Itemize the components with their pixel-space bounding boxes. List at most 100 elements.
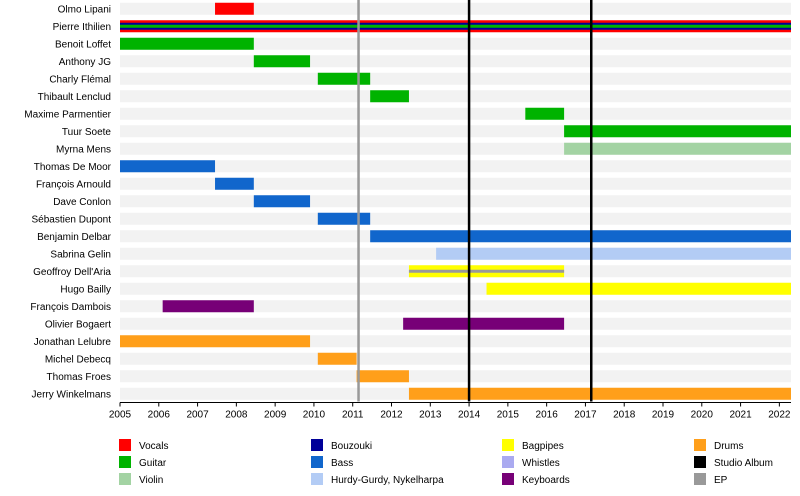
x-tick-label: 2016 [536, 410, 559, 421]
member-label: Thomas De Moor [34, 162, 112, 173]
x-tick-label: 2014 [458, 410, 481, 421]
member-label: Jonathan Lelubre [34, 337, 112, 348]
legend-swatch-studio-album [694, 456, 706, 468]
member-label: Anthony JG [59, 57, 111, 68]
legend-label: Guitar [139, 458, 167, 469]
row-background [120, 212, 791, 225]
row-background [120, 55, 791, 68]
bar-drums [356, 370, 409, 383]
x-tick-label: 2008 [225, 410, 248, 421]
legend-label: Whistles [522, 458, 560, 469]
x-tick-label: 2021 [729, 410, 752, 421]
x-tick-label: 2012 [380, 410, 403, 421]
legend-swatch-hurdy-gurdy-nykelharpa [311, 473, 323, 485]
bar-keyboards [403, 317, 565, 330]
bar-bass [215, 177, 254, 190]
x-tick-label: 2022 [768, 410, 791, 421]
member-label: Hugo Bailly [60, 284, 111, 295]
row-background [120, 107, 791, 120]
x-tick-label: 2020 [691, 410, 714, 421]
legend-label: Keyboards [522, 475, 570, 486]
bar-keyboards [162, 300, 254, 313]
bar-drums [317, 352, 357, 365]
legend-label: Hurdy-Gurdy, Nykelharpa [331, 475, 444, 486]
member-label: Dave Conlon [53, 197, 111, 208]
legend-label: Bass [331, 458, 353, 469]
legend-label: Bouzouki [331, 441, 372, 452]
row-background [120, 37, 791, 50]
member-label: Thomas Froes [47, 372, 111, 383]
bar-hurdy-gurdy-nykelharpa [436, 247, 791, 260]
member-label: Benjamin Delbar [37, 232, 112, 243]
x-tick-label: 2011 [342, 410, 364, 421]
legend-swatch-violin [119, 473, 131, 485]
member-label: Geoffroy Dell'Aria [33, 267, 111, 278]
bar-bass [120, 160, 216, 173]
legend-swatch-drums [694, 439, 706, 451]
x-tick-label: 2019 [652, 410, 675, 421]
x-tick-label: 2010 [303, 410, 326, 421]
member-label: Sébastien Dupont [31, 214, 111, 225]
row-background [120, 195, 791, 208]
member-label: François Dambois [30, 302, 111, 313]
legend-label: Studio Album [714, 458, 773, 469]
bar-vocals [215, 2, 254, 15]
legend-label: Drums [714, 441, 743, 452]
bar-bagpipes [486, 282, 791, 295]
legend: Vocals Guitar Violin Bouzouki Bass Hurdy-Gurd… [119, 439, 773, 486]
x-tick-label: 2006 [148, 410, 171, 421]
member-label: Thibault Lenclud [38, 92, 111, 103]
x-tick-label: 2013 [419, 410, 442, 421]
legend-swatch-vocals [119, 439, 131, 451]
row-background [120, 2, 791, 15]
legend-swatch-ep [694, 473, 706, 485]
timeline-rows: Olmo Lipani Pierre Ithilien Benoit Loffet A… [24, 2, 791, 400]
x-tick-label: 2005 [109, 410, 132, 421]
x-tick-label: 2018 [613, 410, 636, 421]
bar-guitar [564, 125, 791, 138]
member-label: François Arnould [36, 179, 111, 190]
legend-label: Bagpipes [522, 441, 564, 452]
member-label: Michel Debecq [45, 354, 111, 365]
row-background [120, 160, 791, 173]
member-label: Jerry Winkelmans [32, 389, 111, 400]
member-label: Olivier Bogaert [45, 319, 111, 330]
member-label: Pierre Ithilien [53, 22, 111, 33]
bar-guitar [120, 24, 791, 28]
member-label: Maxime Parmentier [24, 109, 111, 120]
x-tick-label: 2007 [186, 410, 209, 421]
row-background [120, 90, 791, 103]
member-label: Charly Flémal [49, 74, 111, 85]
x-axis: 2005 2006 2007 2008 2009 2010 2011 2012 2013 2014… [109, 402, 791, 421]
bar-guitar [525, 107, 565, 120]
x-tick-label: 2015 [497, 410, 520, 421]
member-label: Tuur Soete [62, 127, 112, 138]
legend-swatch-keyboards [502, 473, 514, 485]
member-label: Benoit Loffet [55, 39, 111, 50]
bar-guitar [370, 90, 409, 103]
legend-swatch-bouzouki [311, 439, 323, 451]
row-background [120, 177, 791, 190]
bar-bass [317, 212, 371, 225]
row-background [120, 352, 791, 365]
bar-drums [408, 387, 791, 400]
x-tick-label: 2009 [264, 410, 287, 421]
row-background [120, 370, 791, 383]
bar-bass [370, 230, 791, 243]
row-background [120, 72, 791, 85]
release-lines [357, 0, 593, 402]
x-tick-label: 2017 [574, 410, 597, 421]
legend-swatch-guitar [119, 456, 131, 468]
member-label: Olmo Lipani [58, 4, 111, 15]
member-label: Sabrina Gelin [50, 249, 111, 260]
bar-bass [253, 195, 311, 208]
bar-guitar [120, 37, 254, 50]
legend-swatch-whistles [502, 456, 514, 468]
row-background [120, 300, 791, 313]
bar-guitar [253, 55, 311, 68]
legend-swatch-bagpipes [502, 439, 514, 451]
legend-swatch-bass [311, 456, 323, 468]
legend-label: EP [714, 475, 728, 486]
member-label: Myrna Mens [56, 144, 111, 155]
